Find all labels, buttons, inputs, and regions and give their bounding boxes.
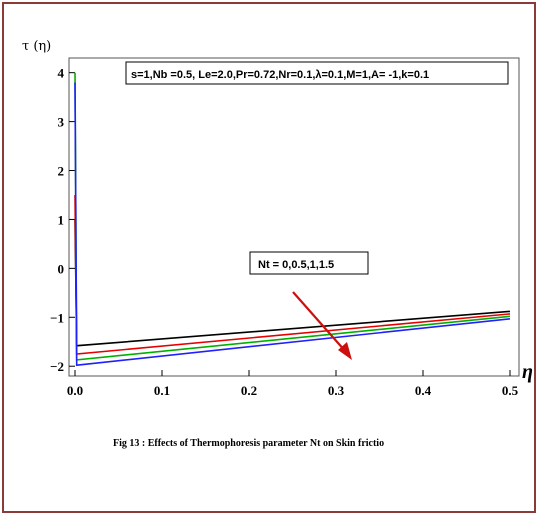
y-tick-label: −1 [50, 310, 64, 325]
x-axis-ticks: 0.0 0.1 0.2 0.3 0.4 0.5 [67, 370, 519, 398]
annotation-box [249, 251, 369, 275]
x-tick-label: 0.5 [502, 383, 519, 398]
y-tick-label: −2 [50, 359, 64, 374]
y-axis-label: τ (η) [22, 39, 51, 54]
x-tick-label: 0.1 [154, 383, 170, 398]
y-axis-ticks: −2 −1 0 1 2 3 4 [50, 66, 75, 374]
y-tick-label: 3 [58, 115, 65, 130]
nt-increase-arrow [292, 291, 352, 360]
series-line-4 [74, 82, 511, 367]
series-group [74, 72, 511, 367]
plot-frame [68, 57, 520, 377]
x-axis-label: η [522, 361, 533, 383]
parameters-text: s=1,Nb =0.5, Le=2.0,Pr=0.72,Nr=0.1,λ=0.1… [131, 69, 429, 81]
x-tick-label: 0.4 [415, 383, 432, 398]
y-tick-label: 2 [58, 164, 65, 179]
parameters-box [125, 61, 509, 85]
y-tick-label: 0 [58, 261, 65, 276]
y-tick-label: 4 [58, 66, 65, 81]
series-line-1 [74, 219, 511, 347]
figure-caption: Fig 13 : Effects of Thermophoresis param… [113, 438, 384, 449]
x-tick-label: 0.2 [241, 383, 257, 398]
x-tick-label: 0.0 [67, 383, 83, 398]
y-tick-label: 1 [58, 212, 65, 227]
annotation-text: Nt = 0,0.5,1,1.5 [258, 259, 334, 271]
x-tick-label: 0.3 [328, 383, 345, 398]
